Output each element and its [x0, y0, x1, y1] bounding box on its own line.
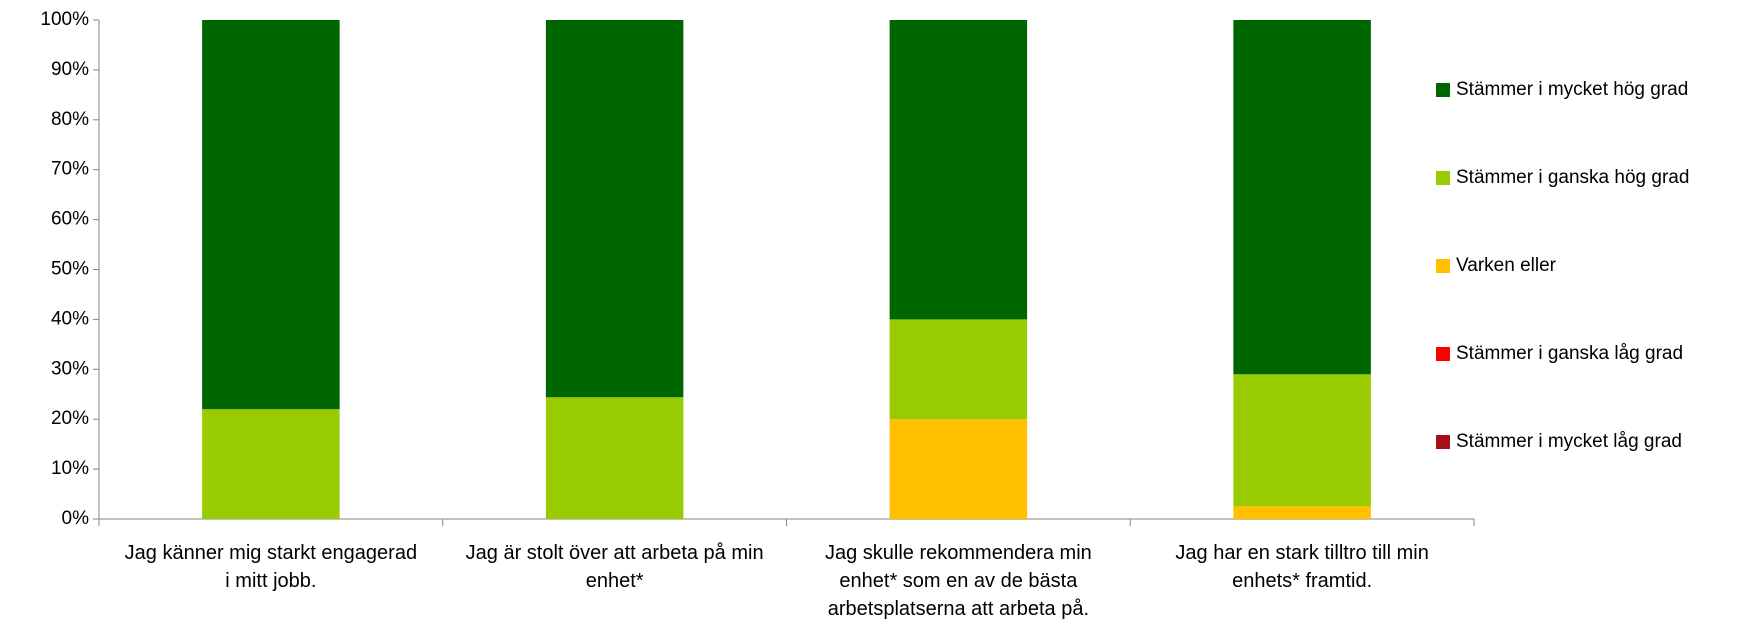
- legend-label: Stämmer i mycket hög grad: [1456, 79, 1688, 100]
- bar-segment: [889, 319, 1028, 420]
- y-tick-label: 30%: [51, 358, 89, 379]
- legend-swatch: [1436, 347, 1450, 361]
- bar-segment: [1233, 374, 1371, 507]
- y-tick-label: 90%: [51, 59, 89, 80]
- y-tick-label: 80%: [51, 109, 89, 130]
- bar-segment: [889, 419, 1028, 519]
- x-tick-label: Jag har en stark tilltro till min enhets…: [1175, 542, 1429, 592]
- y-tick-label: 50%: [51, 259, 89, 280]
- y-tick-label: 60%: [51, 209, 89, 230]
- y-tick-label: 70%: [51, 159, 89, 180]
- y-tick-label: 20%: [51, 408, 89, 429]
- legend-label: Stämmer i mycket låg grad: [1456, 431, 1682, 452]
- legend-swatch: [1436, 435, 1450, 449]
- y-tick-label: 100%: [40, 9, 89, 30]
- legend-label: Varken eller: [1456, 255, 1557, 276]
- bar-segment: [545, 20, 684, 398]
- x-tick-label: Jag är stolt över att arbeta på min enhe…: [465, 542, 764, 592]
- x-tick-label: Jag skulle rekommendera min enhet* som e…: [824, 542, 1092, 620]
- y-tick-label: 10%: [51, 458, 89, 479]
- bar-segment: [545, 397, 684, 519]
- bar-segment: [202, 20, 340, 410]
- y-tick-label: 0%: [62, 508, 90, 529]
- legend-swatch: [1436, 259, 1450, 273]
- legend-label: Stämmer i ganska hög grad: [1456, 167, 1689, 188]
- legend-label: Stämmer i ganska låg grad: [1456, 343, 1683, 364]
- bar-segment: [202, 409, 340, 519]
- y-tick-label: 40%: [51, 308, 89, 329]
- legend-swatch: [1436, 83, 1450, 97]
- bar-segment: [889, 20, 1028, 320]
- x-tick-label: Jag känner mig starkt engagerad i mitt j…: [124, 542, 418, 592]
- bar-segment: [1233, 20, 1371, 375]
- bar-segment: [1233, 506, 1371, 519]
- legend-swatch: [1436, 171, 1450, 185]
